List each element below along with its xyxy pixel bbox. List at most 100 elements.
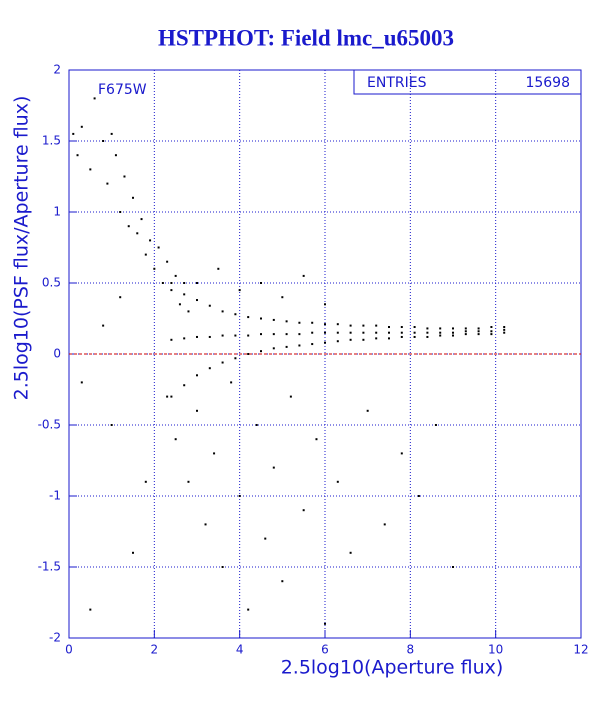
point (349, 324, 352, 327)
y-tick-label: -1 (49, 489, 61, 503)
point (413, 335, 416, 338)
point (247, 334, 250, 337)
point (375, 337, 378, 340)
annotation: F675W (98, 82, 147, 98)
point (464, 330, 467, 333)
point (272, 466, 275, 469)
y-tick-label: -2 (49, 631, 61, 645)
point (324, 323, 326, 326)
point (170, 282, 173, 284)
point (311, 331, 314, 334)
entries-label: ENTRIES (367, 75, 427, 91)
point (383, 523, 386, 526)
point (247, 353, 250, 355)
point (119, 296, 122, 299)
point (503, 328, 506, 331)
y-tick-label: -0.5 (38, 418, 61, 432)
point (132, 551, 134, 554)
point (238, 495, 241, 497)
point (170, 289, 173, 292)
x-tick-label: 12 (573, 643, 588, 657)
point (196, 409, 198, 412)
point (272, 347, 275, 350)
point (76, 154, 79, 157)
point (153, 267, 156, 270)
point (187, 480, 190, 483)
point (72, 132, 75, 135)
point (426, 327, 429, 330)
point (140, 218, 143, 221)
point (255, 424, 258, 426)
point (183, 384, 186, 387)
point (144, 253, 147, 256)
point (477, 327, 480, 330)
point (208, 304, 211, 307)
point (238, 289, 241, 292)
point (260, 282, 262, 284)
point (452, 331, 454, 334)
point (80, 125, 83, 128)
point (439, 327, 442, 330)
point (400, 331, 403, 334)
point (260, 333, 262, 336)
point (89, 168, 92, 171)
point (426, 335, 429, 338)
point (281, 580, 284, 583)
point (234, 357, 237, 360)
point (388, 337, 390, 340)
point (174, 274, 177, 277)
point (285, 320, 288, 323)
point (336, 323, 339, 326)
point (315, 438, 318, 441)
point (311, 321, 314, 324)
point (208, 367, 211, 370)
point (166, 260, 169, 263)
point (324, 622, 326, 625)
point (388, 326, 390, 329)
point (324, 341, 326, 344)
entries-value: 15698 (525, 75, 570, 91)
x-tick-label: 10 (488, 643, 503, 657)
point (302, 274, 305, 277)
point (298, 333, 301, 336)
point (260, 317, 262, 320)
point (221, 361, 224, 364)
chart-title: HSTPHOT: Field lmc_u65003 (158, 25, 454, 50)
point (490, 326, 493, 329)
x-tick-label: 6 (321, 643, 329, 657)
point (174, 438, 177, 441)
point (166, 395, 169, 398)
point (221, 310, 224, 313)
point (490, 330, 493, 333)
point (127, 225, 130, 228)
point (161, 282, 164, 284)
point (336, 331, 339, 334)
point (477, 330, 480, 333)
point (362, 338, 365, 341)
x-tick-label: 0 (65, 643, 73, 657)
point (272, 318, 275, 321)
point (196, 335, 198, 338)
point (324, 303, 326, 306)
x-tick-label: 4 (236, 643, 244, 657)
point (217, 267, 220, 270)
point (221, 566, 224, 568)
point (272, 333, 275, 336)
point (324, 331, 326, 334)
point (149, 239, 152, 242)
point (400, 452, 403, 455)
point (187, 310, 190, 313)
point (170, 338, 173, 341)
point (183, 282, 186, 284)
point (221, 334, 224, 337)
point (417, 495, 420, 497)
point (183, 293, 186, 296)
point (285, 333, 288, 336)
point (490, 333, 493, 336)
point (452, 327, 454, 330)
point (375, 324, 378, 327)
point (132, 196, 134, 199)
point (119, 211, 122, 213)
point (196, 299, 198, 302)
